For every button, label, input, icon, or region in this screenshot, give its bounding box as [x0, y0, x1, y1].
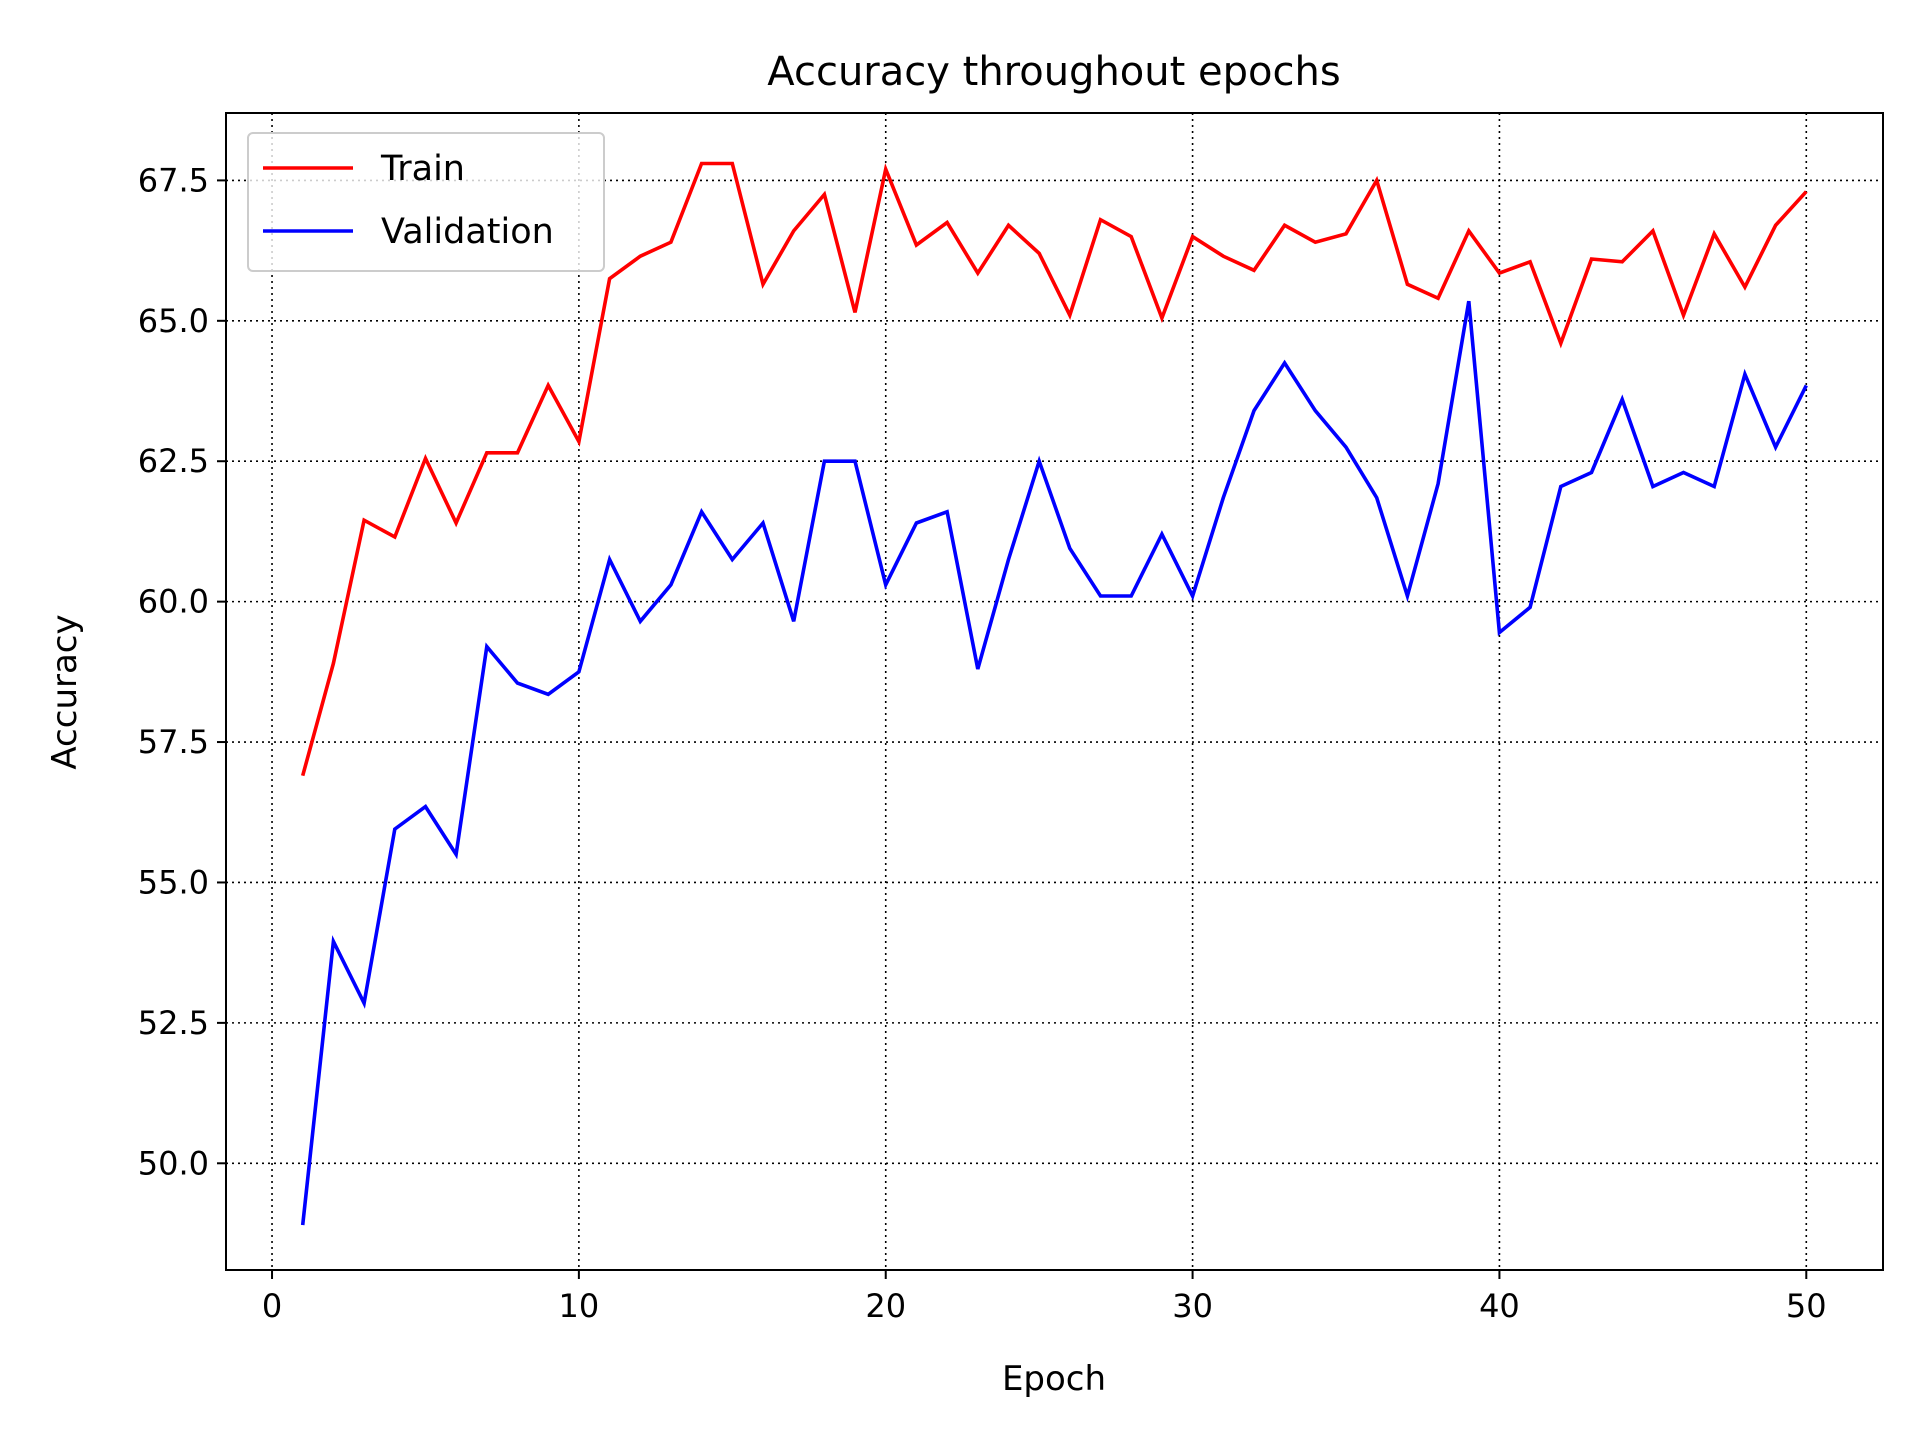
x-tick-label: 30 [1172, 1287, 1213, 1325]
y-tick-label: 65.0 [138, 302, 209, 340]
y-tick-label: 60.0 [138, 583, 209, 621]
y-axis: 50.0 52.5 55.0 57.5 60.0 62.5 65.0 67.5 [138, 161, 226, 1182]
x-tick-label: 20 [865, 1287, 906, 1325]
series-line-train [300, 161, 1808, 777]
y-tick-label: 67.5 [138, 161, 209, 199]
x-tick-label: 40 [1479, 1287, 1520, 1325]
x-tick-label: 0 [262, 1287, 282, 1325]
series-layer [300, 161, 1808, 1226]
y-axis-title: Accuracy [45, 614, 85, 769]
series-line-validation [300, 300, 1808, 1226]
x-tick-label: 10 [559, 1287, 600, 1325]
plot-frame [225, 112, 1884, 1271]
y-tick-label: 50.0 [138, 1144, 209, 1182]
x-axis: 0 10 20 30 40 50 [262, 1270, 1827, 1325]
y-tick-label: 57.5 [138, 723, 209, 761]
legend-label-train: Train [380, 149, 465, 189]
chart-title: Accuracy throughout epochs [767, 49, 1340, 95]
y-tick-label: 62.5 [138, 442, 209, 480]
grid [226, 113, 1883, 1270]
y-tick-label: 55.0 [138, 863, 209, 901]
x-axis-title: Epoch [1002, 1359, 1106, 1399]
legend: Train Validation [247, 132, 605, 272]
y-tick-label: 52.5 [138, 1004, 209, 1042]
x-tick-label: 50 [1786, 1287, 1827, 1325]
legend-label-validation: Validation [381, 212, 554, 252]
